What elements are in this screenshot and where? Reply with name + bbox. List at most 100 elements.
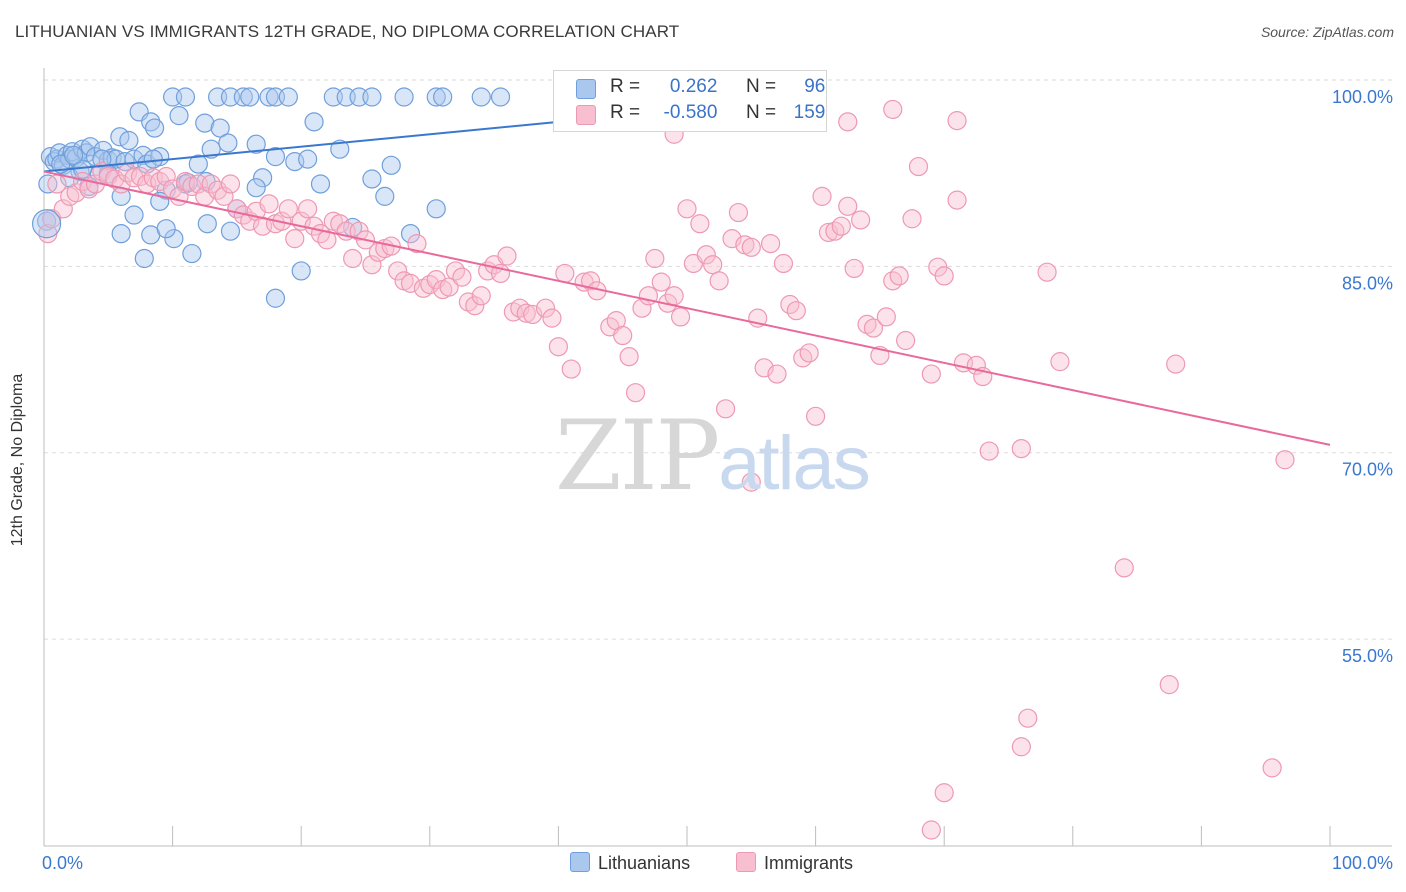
immigrant-point (896, 330, 916, 351)
immigrant-point (844, 258, 864, 279)
lithuanian-point (471, 87, 491, 107)
lithuanian-point (197, 214, 217, 234)
immigrant-point (934, 266, 954, 286)
immigrant-point (690, 214, 710, 234)
axes (43, 68, 1392, 847)
lithuanian-point (240, 87, 260, 107)
lithuanians-r-value: 0.262 (669, 76, 718, 97)
immigrant-point (677, 199, 697, 219)
immigrant-point (619, 347, 639, 367)
lithuanian-point (362, 87, 382, 107)
immigrant-point (220, 174, 241, 194)
lithuanian-point (218, 133, 238, 153)
immigrant-point (709, 271, 729, 291)
immigrant-point (902, 209, 922, 229)
immigrant-point (330, 214, 350, 234)
legend-n-label: N = (745, 102, 777, 123)
immigrant-point (465, 296, 485, 316)
immigrants-r-value: -0.580 (663, 102, 718, 123)
tick-labels: 55.0% 70.0% 85.0% 100.0% 0.0% 100.0% (42, 87, 1393, 873)
lithuanian-point (330, 139, 350, 159)
immigrant-point (471, 286, 491, 306)
immigrants-legend-swatch (736, 852, 756, 872)
lithuanian-point (253, 168, 273, 188)
lithuanian-point (210, 118, 230, 138)
immigrant-point (1262, 758, 1282, 778)
immigrant-point (343, 248, 363, 269)
immigrant-point (838, 196, 858, 216)
immigrant-point (625, 383, 646, 403)
y-axis-label: 12th Grade, No Diploma (9, 373, 26, 547)
lithuanian-point (188, 154, 208, 174)
lithuanian-point (278, 87, 298, 107)
legend-r-label: R = (610, 76, 641, 97)
immigrant-point (53, 199, 73, 219)
lithuanian-point (175, 87, 196, 107)
lithuanian-point (246, 134, 266, 154)
immigrant-point (889, 266, 909, 286)
immigrant-point (1114, 558, 1134, 578)
immigrant-point (420, 274, 440, 295)
lithuanians-legend-label: Lithuanians (598, 853, 691, 873)
y-tick-label: 70.0% (1342, 460, 1393, 480)
immigrant-point (561, 359, 581, 379)
lithuanian-point (156, 219, 176, 239)
immigrant-point (66, 183, 86, 203)
immigrant-point (715, 399, 736, 419)
immigrant-point (400, 273, 421, 293)
immigrant-point (1011, 438, 1031, 459)
immigrant-point (696, 245, 716, 265)
lithuanian-point (490, 87, 511, 107)
immigrant-point (664, 286, 684, 306)
immigrant-point (703, 255, 723, 275)
immigrant-point (921, 820, 941, 840)
lithuanian-point (265, 147, 286, 167)
lithuanian-point (400, 224, 421, 244)
source-label: Source: ZipAtlas.com (1260, 24, 1394, 40)
immigrant-point (298, 199, 318, 219)
trend-lines (43, 120, 1331, 446)
immigrants-n-value: 159 (793, 102, 826, 123)
immigrant-point (516, 303, 536, 323)
watermark-zip: ZIP (555, 400, 720, 512)
immigrant-point (1159, 675, 1179, 695)
lithuanian-point (381, 155, 401, 175)
immigrant-point (947, 111, 967, 131)
lithuanians-legend-swatch (570, 852, 590, 872)
lithuanian-point (362, 169, 382, 189)
immigrant-point (1037, 262, 1057, 282)
immigrant-point (908, 156, 929, 177)
immigrant-point (883, 271, 903, 291)
lithuanian-point (124, 205, 144, 225)
immigrant-point (670, 307, 691, 327)
lithuanian-point (182, 243, 202, 264)
immigrant-point (786, 301, 806, 321)
immigrant-point (760, 234, 781, 254)
chart-title: LITHUANIAN VS IMMIGRANTS 12TH GRADE, NO … (15, 22, 680, 41)
immigrant-point (947, 190, 967, 210)
bottom-legend-immigrants[interactable]: Immigrants (736, 852, 853, 876)
immigrant-point (214, 186, 234, 206)
immigrant-point (1166, 354, 1186, 374)
gridlines (44, 79, 1392, 640)
immigrant-point (767, 364, 787, 384)
immigrant-point (793, 348, 813, 368)
immigrant-point (934, 783, 954, 803)
immigrant-point (1050, 352, 1070, 372)
legend-r-label: R = (610, 102, 641, 123)
bottom-legend-lithuanians[interactable]: Lithuanians (570, 852, 690, 876)
lithuanian-point (144, 118, 165, 138)
stats-legend: R = 0.262 N = 96 R = -0.580 N = 159 (553, 70, 827, 132)
immigrant-point (851, 210, 871, 230)
lithuanian-point (164, 229, 184, 249)
immigrant-point (548, 337, 569, 357)
immigrant-point (741, 237, 761, 257)
immigrant-point (741, 472, 761, 492)
immigrant-point (728, 202, 749, 223)
immigrant-point (1275, 450, 1295, 470)
immigrant-point (812, 186, 832, 206)
immigrant-point (799, 343, 819, 363)
lithuanian-point (246, 178, 266, 198)
immigrant-point (278, 199, 298, 219)
lithuanian-point (304, 112, 324, 132)
